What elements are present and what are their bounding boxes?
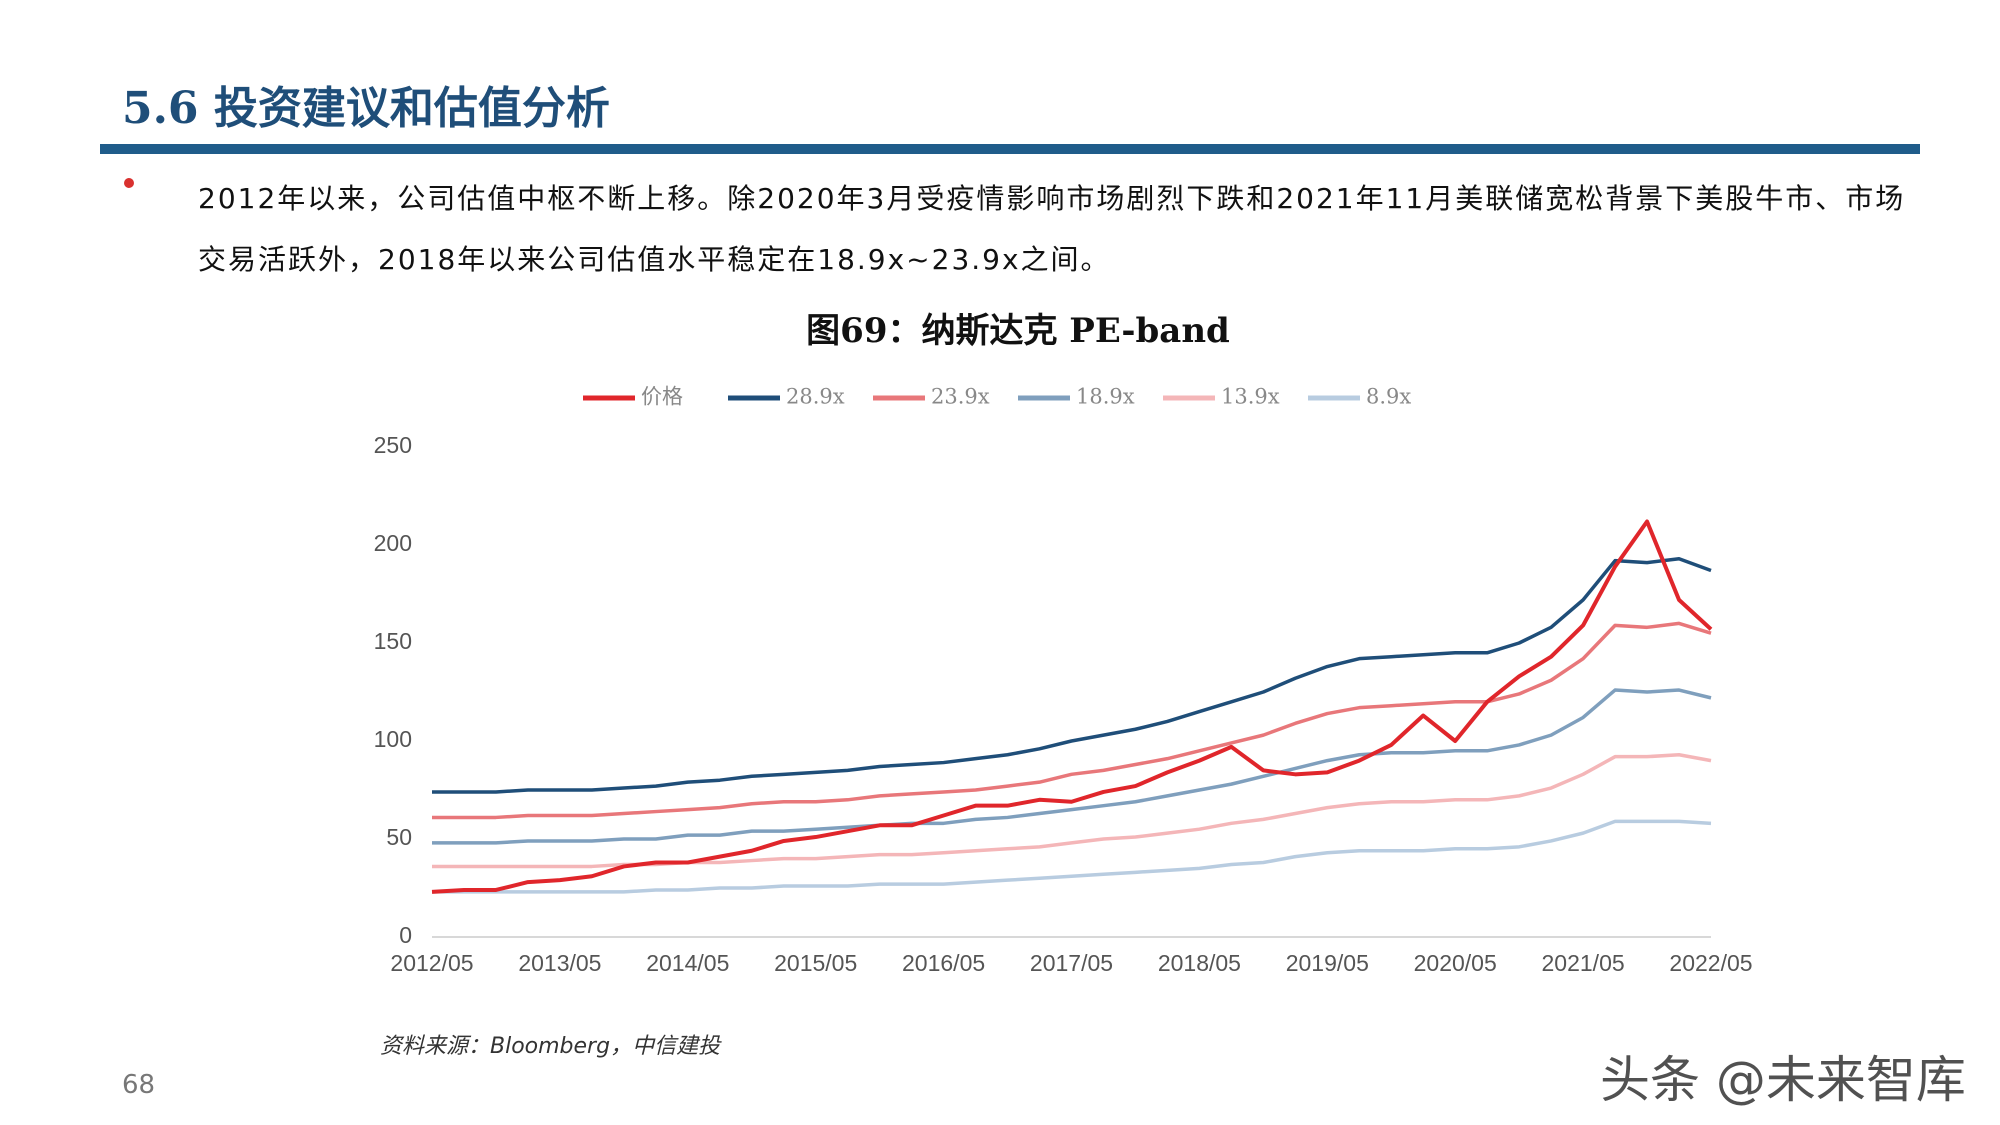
legend-label: 28.9x [786,385,845,409]
source-note: 资料来源：Bloomberg，中信建投 [380,1034,721,1059]
legend-label: 23.9x [931,385,990,409]
legend-label: 8.9x [1366,385,1411,409]
y-tick-label: 150 [374,628,412,654]
page-number: 68 [122,1070,156,1100]
watermark: 头条 @未来智库 [1600,1051,1966,1109]
y-tick-label: 200 [374,530,412,556]
series-line [432,688,1712,845]
legend-label: 18.9x [1076,385,1135,409]
x-tick-label: 2019/05 [1286,950,1369,976]
x-tick-label: 2015/05 [774,950,857,976]
chart-title: 图69：纳斯达克 PE-band [806,311,1230,351]
x-tick-label: 2013/05 [518,950,601,976]
bullet-text: 2012年以来，公司估值中枢不断上移。除2020年3月受疫情影响市场剧烈下跌和2… [198,182,1906,276]
bullet-dot [124,178,134,188]
slide-title: 5.6 投资建议和估值分析 [122,83,610,134]
x-tick-label: 2018/05 [1158,950,1241,976]
chart: 图69：纳斯达克 PE-band 0 50 100 150 200 250 2012/05 2… [374,311,1753,976]
x-tick-label: 2016/05 [902,950,985,976]
x-tick-label: 2020/05 [1414,950,1497,976]
series-line [432,621,1712,820]
y-tick-label: 100 [374,726,412,752]
y-tick-label: 0 [399,922,412,948]
x-tick-label: 2014/05 [646,950,729,976]
series-line [432,819,1712,894]
y-tick-label: 250 [374,432,412,458]
y-tick-label: 50 [386,824,412,850]
x-tick-label: 2022/05 [1669,950,1752,976]
legend-label: 价格 [641,385,683,409]
series-line [432,556,1712,794]
series-line [431,519,1713,894]
x-tick-label: 2017/05 [1030,950,1113,976]
title-rule [100,144,1920,154]
x-tick-label: 2021/05 [1542,950,1625,976]
legend-label: 13.9x [1221,385,1280,409]
x-tick-label: 2012/05 [390,950,473,976]
